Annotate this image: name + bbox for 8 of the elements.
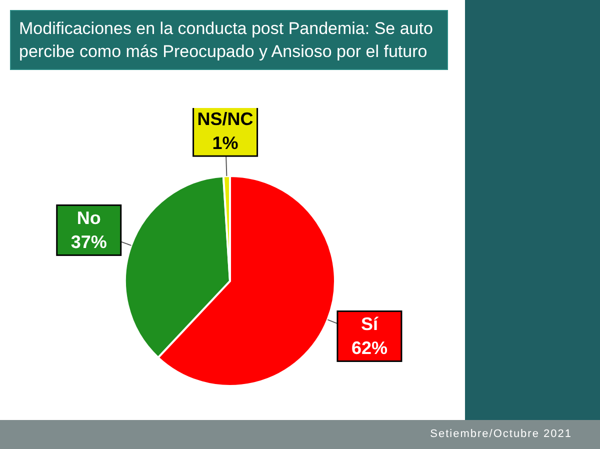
data-label: 62% (351, 338, 388, 358)
slice-label: NS/NC (197, 109, 254, 130)
slice-label: No (76, 208, 101, 228)
chart-title: Modificaciones en la conducta post Pandemia: Se auto percibe como más Preocupado y Ansioso por el futuro (10, 10, 448, 70)
text: Setiembre/Octubre 2021 (430, 428, 572, 440)
data-label: 37% (70, 232, 107, 252)
slice-label: Sí (360, 314, 379, 334)
data-label: 1% (212, 133, 238, 154)
